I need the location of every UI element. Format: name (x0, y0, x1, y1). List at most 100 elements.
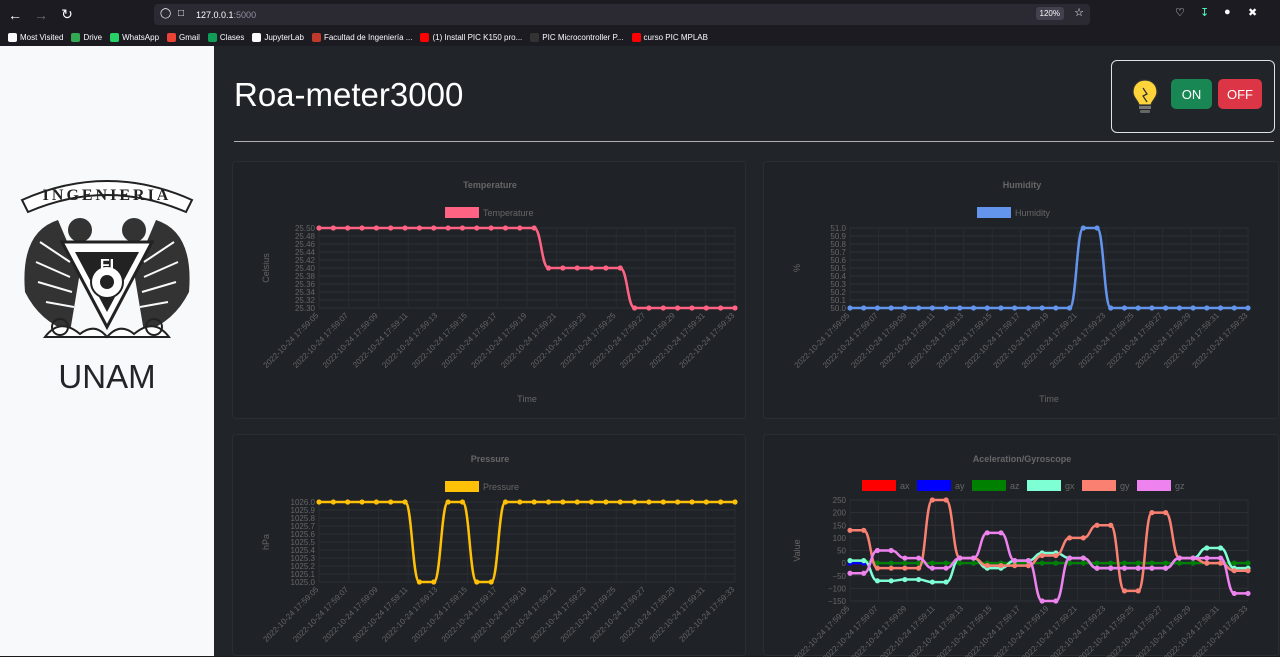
bookmark-star-icon[interactable]: ☆ (1074, 7, 1084, 19)
forward-icon[interactable]: → (34, 6, 48, 23)
zoom-badge[interactable]: 120% (1035, 7, 1064, 20)
legend-label: Humidity (1015, 208, 1051, 218)
y-tick-label: 50.4 (830, 272, 846, 281)
bookmark-item[interactable]: Facultad de Ingeniería ... (311, 33, 412, 42)
bookmark-item[interactable]: curso PIC MPLAB (631, 33, 708, 42)
bookmark-item[interactable]: Most Visited (8, 33, 63, 42)
address-bar[interactable]: ◯ □ 127.0.0.1:5000 120% ☆ (154, 4, 1090, 25)
data-point (1135, 565, 1141, 571)
y-tick-label: 1025.2 (291, 562, 316, 571)
data-point (916, 565, 922, 571)
data-point (545, 499, 552, 505)
data-point (929, 305, 935, 311)
data-point (1080, 225, 1086, 231)
x-tick-label: 2022-10-24 17:59:05 (262, 585, 321, 644)
sidebar: INGENIERIA FI UNAM (0, 46, 214, 656)
data-point (957, 560, 963, 566)
x-tick-label: 2022-10-24 17:59:11 (351, 311, 410, 370)
y-axis-label: % (792, 264, 802, 272)
legend-swatch (1027, 480, 1061, 491)
bookmark-item[interactable]: PIC Microcontroller P... (530, 33, 624, 42)
bookmark-item[interactable]: (1) Install PIC K150 pro... (420, 33, 522, 42)
data-point (1012, 558, 1018, 564)
bookmark-item[interactable]: JupyterLab (252, 33, 304, 42)
data-point (359, 499, 365, 505)
data-point (603, 265, 609, 271)
lightbulb-icon (1132, 79, 1158, 113)
data-point (874, 560, 881, 566)
bookmark-item[interactable]: WhatsApp (110, 33, 159, 42)
fi-unam-logo: INGENIERIA FI (20, 180, 194, 339)
download-icon[interactable]: ↧ (1200, 7, 1210, 19)
logo-fi-text: FI (100, 257, 114, 274)
data-point (660, 305, 666, 311)
page-icon[interactable]: □ (178, 8, 185, 19)
data-point (929, 497, 935, 503)
data-point (1108, 565, 1114, 571)
data-point (943, 565, 949, 571)
page-title: Roa-meter3000 (234, 76, 464, 113)
legend-swatch (972, 480, 1006, 491)
bookmark-label: Gmail (179, 33, 200, 42)
data-point (1163, 510, 1169, 516)
data-point (459, 499, 466, 505)
data-point (888, 560, 894, 566)
data-point (1039, 552, 1045, 559)
bookmark-item[interactable]: Clases (207, 33, 245, 42)
data-point (943, 305, 949, 311)
y-tick-label: −50 (832, 572, 846, 581)
data-point (488, 225, 494, 231)
y-tick-label: 1025.7 (291, 522, 316, 531)
pressure-chart: Pressure Pressure 1026.01025.91025.81025.7… (261, 454, 738, 644)
legend-swatch (1082, 480, 1116, 491)
data-point (1039, 598, 1045, 604)
data-point (984, 530, 990, 536)
data-point (431, 579, 437, 585)
data-point (847, 305, 853, 311)
data-point (431, 225, 437, 231)
data-point (1231, 305, 1237, 311)
data-point (1135, 560, 1141, 566)
shield-icon[interactable]: ◯ (160, 8, 172, 19)
data-point (445, 225, 451, 231)
data-point (1094, 565, 1100, 571)
x-tick-label: 2022-10-24 17:59:33 (678, 585, 737, 644)
bookmark-item[interactable]: Drive (71, 33, 102, 42)
back-icon[interactable]: ← (8, 6, 22, 23)
bookmark-item[interactable]: Gmail (167, 33, 200, 42)
bookmark-favicon-icon (631, 33, 641, 42)
bookmark-favicon-icon (167, 33, 177, 42)
x-tick-label: 2022-10-24 17:59:09 (321, 585, 380, 644)
data-point (718, 499, 724, 505)
legend-label: ax (900, 481, 910, 491)
account-icon[interactable]: ● (1224, 6, 1231, 18)
data-point (998, 305, 1004, 311)
y-tick-label: 25.40 (295, 264, 316, 273)
data-point (916, 305, 922, 311)
y-tick-label: 1025.3 (291, 554, 316, 563)
x-axis-label: Time (517, 394, 537, 404)
data-point (929, 560, 935, 566)
x-tick-label: 2022-10-24 17:59:23 (529, 311, 588, 370)
pocket-icon[interactable]: ♡ (1175, 7, 1185, 19)
off-button[interactable]: OFF (1218, 79, 1262, 109)
data-point (874, 565, 881, 571)
data-point (474, 225, 480, 231)
data-point (316, 499, 322, 505)
data-point (1053, 552, 1059, 559)
browser-toolbar: ← → ↻ ◯ □ 127.0.0.1:5000 120% ☆ ♡ ↧ ● ✖ (0, 0, 1280, 29)
url-text[interactable]: 127.0.0.1:5000 (196, 10, 256, 20)
on-button[interactable]: ON (1171, 79, 1212, 109)
y-tick-label: 50.6 (830, 256, 846, 265)
chart-title: Temperature (463, 180, 517, 190)
reload-icon[interactable]: ↻ (61, 6, 73, 22)
y-tick-label: 1025.6 (291, 530, 316, 539)
data-point (1025, 563, 1032, 569)
extension-icon[interactable]: ✖ (1248, 7, 1258, 19)
y-tick-label: 25.48 (295, 232, 316, 241)
bookmark-label: Clases (219, 33, 245, 42)
data-point (943, 497, 949, 503)
data-point (1149, 305, 1155, 311)
data-point (1135, 588, 1141, 594)
data-point (1066, 535, 1073, 541)
